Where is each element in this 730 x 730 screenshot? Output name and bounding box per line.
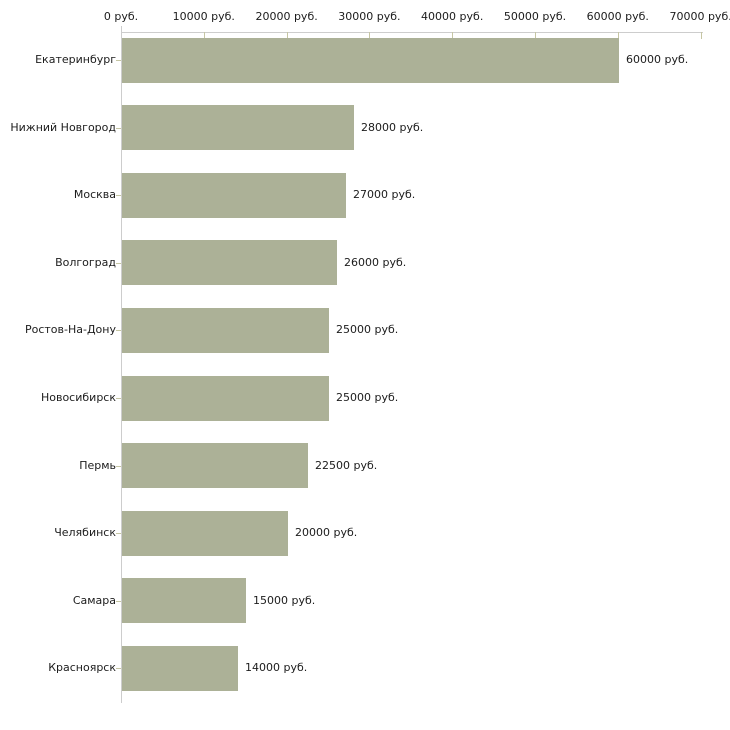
category-label: Челябинск <box>54 526 116 539</box>
y-axis-line <box>121 26 122 703</box>
bar <box>122 443 308 488</box>
x-tick-label: 20000 руб. <box>255 10 318 23</box>
x-tick-mark <box>369 32 370 39</box>
category-tick-mark <box>116 60 121 61</box>
bar <box>122 578 246 623</box>
x-tick-mark <box>535 32 536 39</box>
bar <box>122 376 329 421</box>
x-tick-label: 10000 руб. <box>172 10 235 23</box>
bar-value-label: 26000 руб. <box>344 256 407 269</box>
bar <box>122 308 329 353</box>
x-tick-label: 0 руб. <box>103 10 139 23</box>
category-tick-mark <box>116 668 121 669</box>
bar-value-label: 25000 руб. <box>336 323 399 336</box>
category-tick-mark <box>116 533 121 534</box>
x-tick-mark <box>701 32 702 39</box>
bar <box>122 105 354 150</box>
category-tick-mark <box>116 601 121 602</box>
bar-value-label: 14000 руб. <box>245 661 308 674</box>
category-label: Пермь <box>79 459 116 472</box>
bar-value-label: 27000 руб. <box>353 188 416 201</box>
x-tick-label: 60000 руб. <box>586 10 649 23</box>
bar-value-label: 25000 руб. <box>336 391 399 404</box>
x-tick-mark <box>452 32 453 39</box>
category-label: Нижний Новгород <box>10 121 116 134</box>
bar-value-label: 15000 руб. <box>253 594 316 607</box>
category-tick-mark <box>116 466 121 467</box>
x-axis-line <box>121 32 703 33</box>
bar <box>122 511 288 556</box>
bar <box>122 646 238 691</box>
x-tick-mark <box>287 32 288 39</box>
bar <box>122 38 619 83</box>
bar <box>122 173 346 218</box>
category-tick-mark <box>116 398 121 399</box>
x-tick-label: 30000 руб. <box>338 10 401 23</box>
category-tick-mark <box>116 330 121 331</box>
bar-value-label: 20000 руб. <box>295 526 358 539</box>
bar-value-label: 28000 руб. <box>361 121 424 134</box>
x-tick-label: 50000 руб. <box>503 10 567 23</box>
bar-value-label: 22500 руб. <box>315 459 378 472</box>
category-label: Красноярск <box>48 661 116 674</box>
category-label: Волгоград <box>55 256 116 269</box>
x-tick-label: 40000 руб. <box>421 10 484 23</box>
category-label: Москва <box>73 188 116 201</box>
x-tick-mark <box>204 32 205 39</box>
category-tick-mark <box>116 128 121 129</box>
category-label: Новосибирск <box>40 391 116 404</box>
category-label: Ростов-На-Дону <box>24 323 116 336</box>
bar <box>122 240 337 285</box>
bar-value-label: 60000 руб. <box>626 53 689 66</box>
category-tick-mark <box>116 263 121 264</box>
category-label: Самара <box>72 594 116 607</box>
x-tick-label: 70000 руб. <box>669 10 730 23</box>
x-tick-mark <box>618 32 619 39</box>
category-label: Екатеринбург <box>35 53 116 66</box>
category-tick-mark <box>116 195 121 196</box>
